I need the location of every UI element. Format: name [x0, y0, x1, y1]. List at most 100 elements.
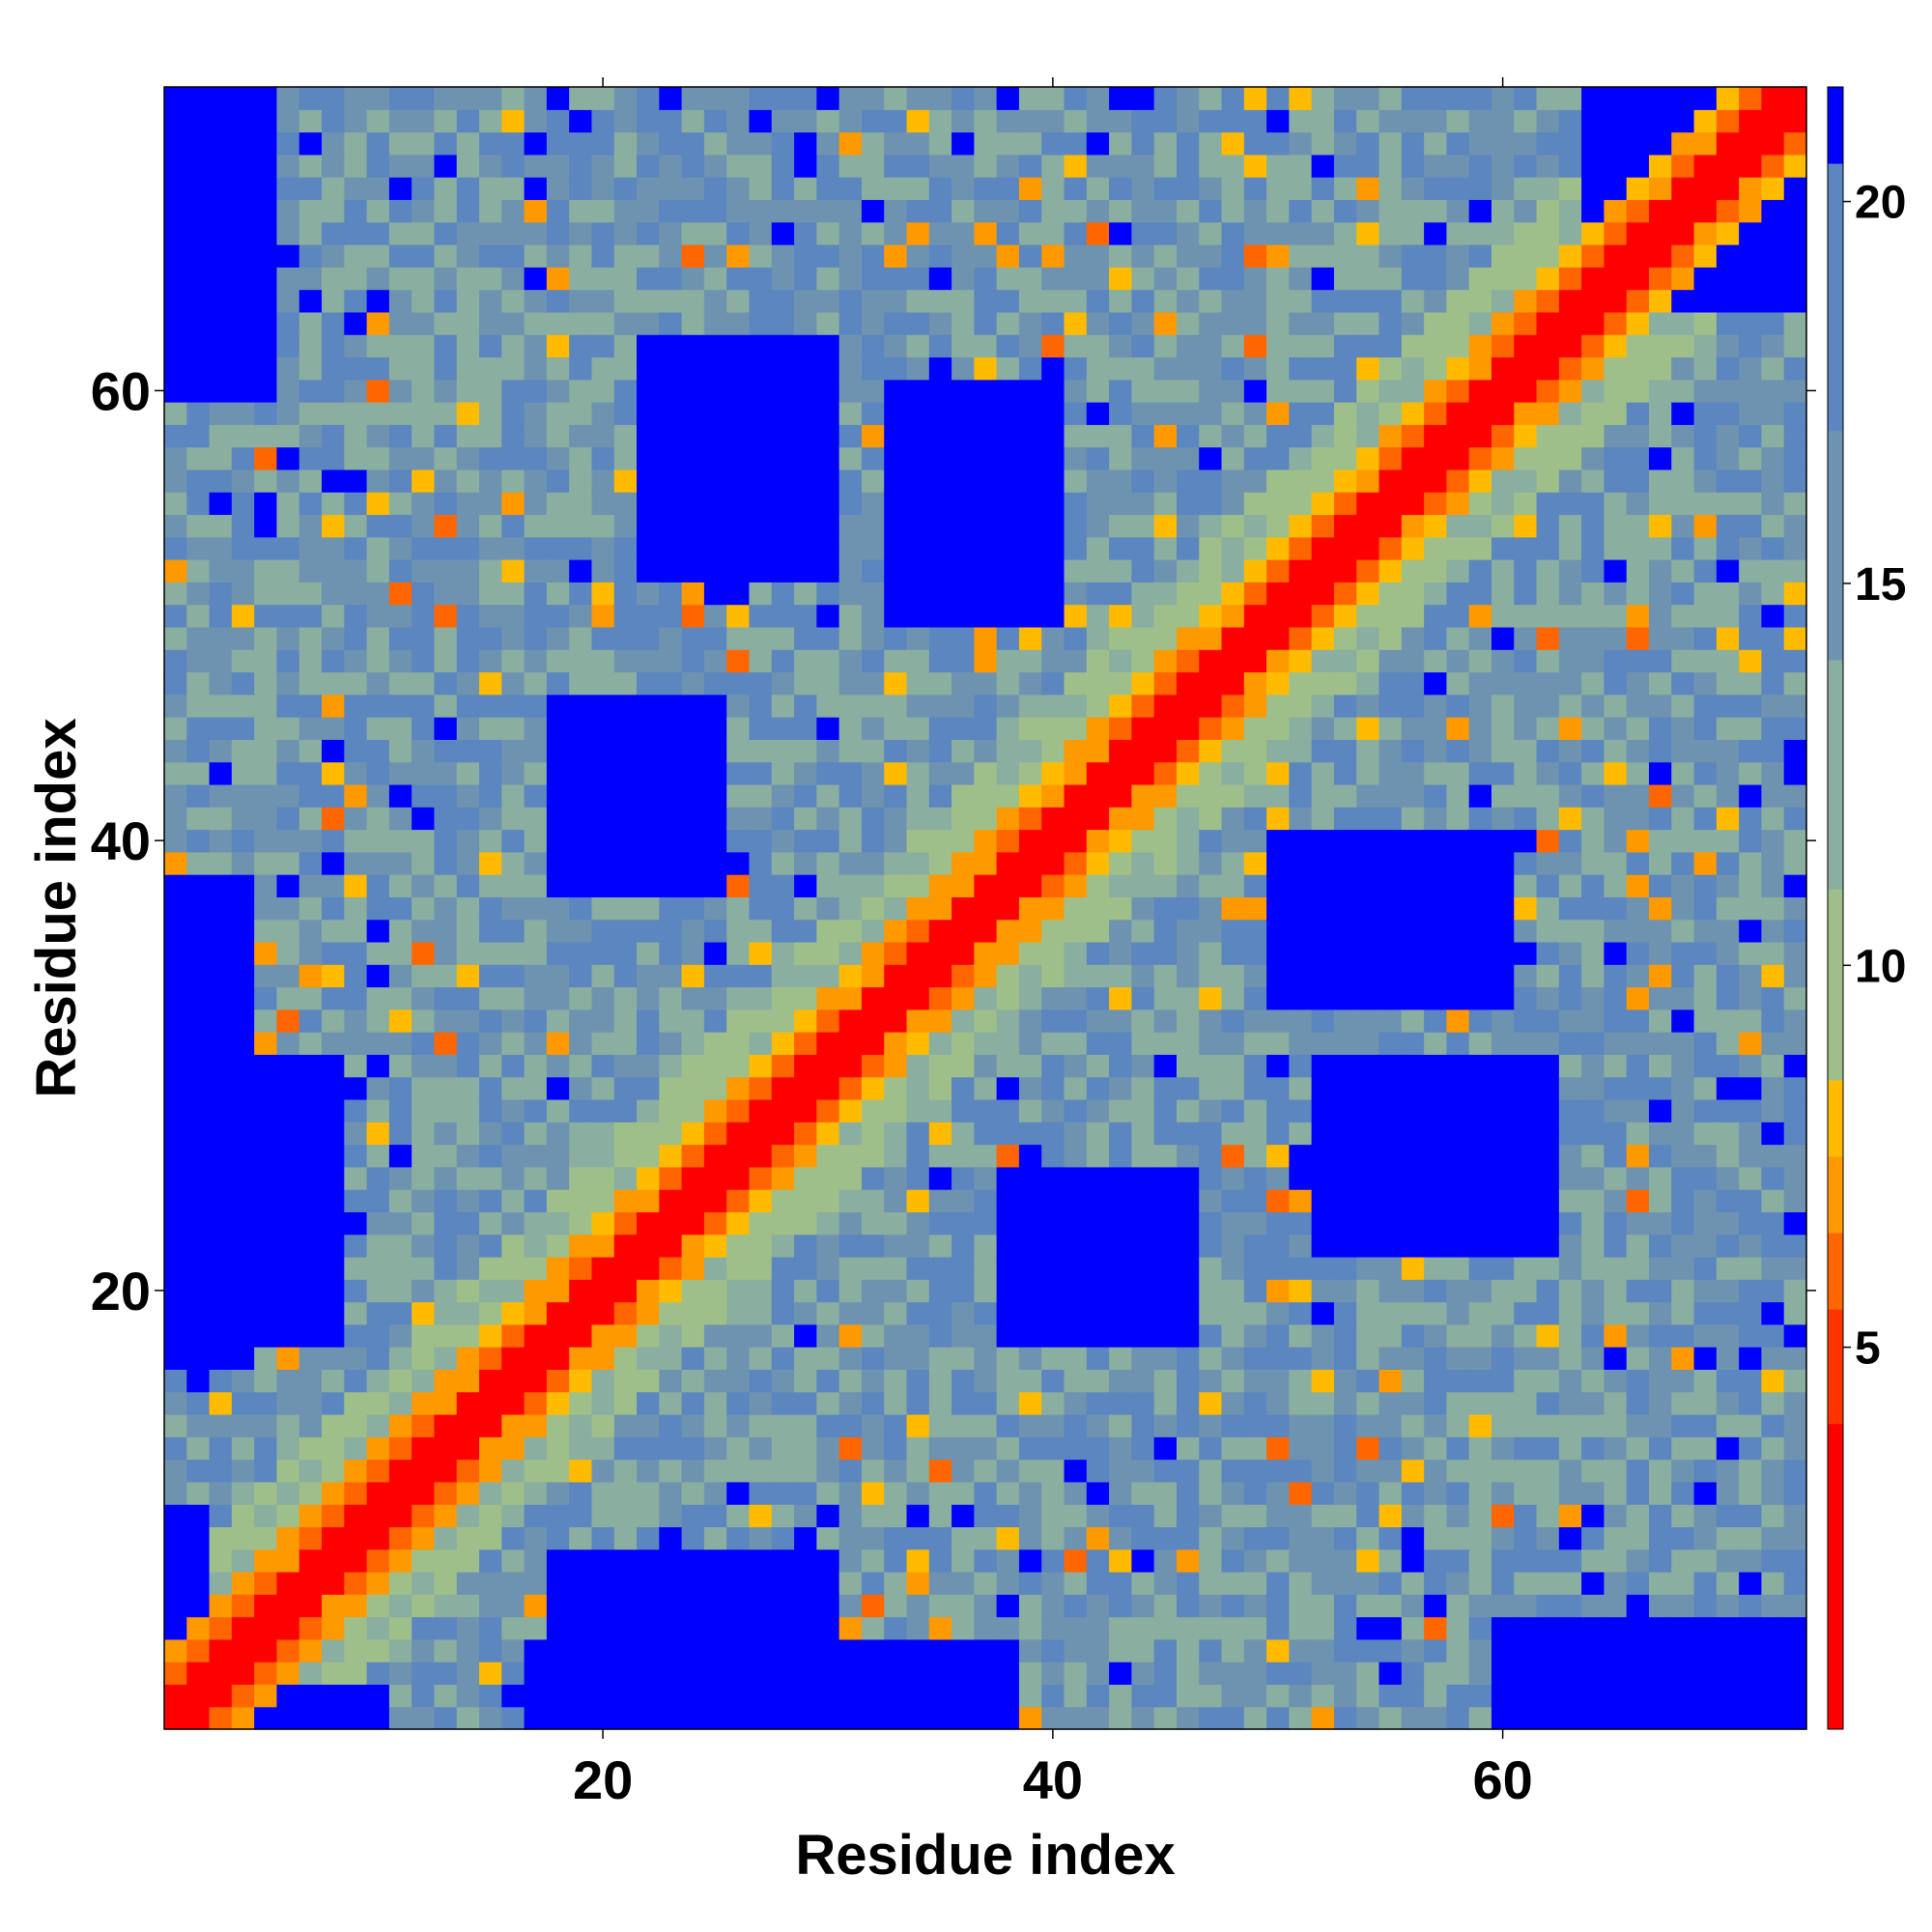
heatmap-cell — [524, 829, 548, 853]
heatmap-cell — [186, 154, 211, 178]
heatmap-cell — [1604, 1098, 1628, 1122]
heatmap-cell — [298, 1189, 323, 1212]
heatmap-cell — [1153, 807, 1178, 831]
heatmap-cell — [1199, 1684, 1223, 1708]
heatmap-cell — [1266, 941, 1290, 965]
heatmap-cell — [1468, 1347, 1492, 1370]
heatmap-cell — [209, 1706, 233, 1730]
heatmap-cell — [838, 1548, 863, 1573]
heatmap-cell — [928, 1211, 952, 1236]
heatmap-cell — [681, 604, 705, 628]
heatmap-cell — [1018, 1459, 1042, 1483]
heatmap-cell — [456, 1616, 480, 1640]
heatmap-cell — [1289, 1526, 1313, 1550]
heatmap-cell — [366, 1234, 390, 1258]
heatmap-cell — [1626, 1144, 1650, 1168]
heatmap-cell — [861, 492, 885, 516]
heatmap-cell — [1671, 87, 1695, 110]
heatmap-cell — [546, 874, 570, 897]
heatmap-cell — [344, 1211, 368, 1236]
heatmap-cell — [749, 1234, 773, 1258]
heatmap-cell — [1243, 739, 1267, 763]
heatmap-cell — [1401, 199, 1425, 223]
heatmap-cell — [591, 739, 615, 763]
heatmap-cell — [524, 356, 548, 381]
heatmap-cell — [276, 1594, 300, 1618]
heatmap-cell — [344, 492, 368, 516]
heatmap-cell — [1176, 1638, 1200, 1662]
heatmap-cell — [344, 267, 368, 291]
heatmap-cell — [1401, 131, 1425, 156]
heatmap-cell — [1558, 649, 1582, 673]
heatmap-cell — [164, 1638, 187, 1662]
heatmap-cell — [164, 1481, 187, 1505]
heatmap-cell — [1018, 379, 1042, 403]
heatmap-cell — [771, 941, 795, 965]
heatmap-cell — [1041, 717, 1065, 740]
heatmap-cell — [164, 1571, 187, 1595]
heatmap-cell — [1199, 1548, 1223, 1573]
heatmap-cell — [659, 1504, 683, 1528]
heatmap-cell — [1558, 986, 1582, 1010]
heatmap-cell — [928, 671, 952, 696]
heatmap-cell — [412, 1054, 436, 1078]
heatmap-cell — [388, 221, 412, 245]
heatmap-cell — [569, 941, 593, 965]
heatmap-cell — [1289, 87, 1313, 110]
heatmap-cell — [613, 131, 638, 156]
heatmap-cell — [1311, 896, 1335, 921]
heatmap-cell — [1041, 829, 1065, 853]
heatmap-cell — [861, 1098, 885, 1122]
heatmap-cell — [1424, 1144, 1447, 1168]
heatmap-cell — [1199, 626, 1223, 650]
heatmap-cell — [344, 1279, 368, 1303]
heatmap-cell — [816, 986, 840, 1010]
heatmap-cell — [479, 1098, 502, 1122]
heatmap-cell — [749, 311, 773, 335]
heatmap-cell — [1581, 582, 1605, 606]
heatmap-cell — [1018, 919, 1042, 943]
heatmap-cell — [1041, 1166, 1065, 1190]
heatmap-cell — [1131, 604, 1155, 628]
heatmap-cell — [794, 1459, 817, 1483]
heatmap-cell — [186, 761, 211, 785]
heatmap-cell — [1199, 1638, 1223, 1662]
heatmap-cell — [298, 446, 323, 470]
heatmap-cell — [928, 469, 952, 493]
heatmap-cell — [1356, 1662, 1380, 1686]
heatmap-cell — [524, 604, 548, 628]
heatmap-cell — [1424, 739, 1447, 763]
heatmap-cell — [591, 1054, 615, 1078]
heatmap-cell — [1648, 1054, 1672, 1078]
heatmap-cell — [1514, 807, 1538, 831]
heatmap-cell — [861, 1571, 885, 1595]
heatmap-cell — [1064, 717, 1088, 740]
heatmap-cell — [838, 1638, 863, 1662]
heatmap-cell — [952, 356, 975, 381]
heatmap-cell — [1018, 221, 1042, 245]
heatmap-cell — [546, 1122, 570, 1146]
heatmap-cell — [771, 1301, 795, 1325]
heatmap-cell — [322, 492, 345, 516]
heatmap-cell — [1626, 311, 1650, 335]
heatmap-cell — [1604, 356, 1628, 381]
heatmap-cell — [1243, 109, 1267, 133]
heatmap-cell — [1536, 1054, 1560, 1078]
heatmap-cell — [726, 1234, 751, 1258]
heatmap-cell — [996, 1369, 1020, 1393]
heatmap-cell — [1626, 559, 1650, 582]
heatmap-cell — [1153, 469, 1178, 493]
heatmap-cell — [591, 1706, 615, 1730]
heatmap-cell — [1558, 177, 1582, 201]
heatmap-cell — [816, 582, 840, 606]
heatmap-cell — [996, 559, 1020, 582]
heatmap-cell — [276, 1391, 300, 1415]
heatmap-cell — [771, 1481, 795, 1505]
heatmap-cell — [1514, 1279, 1538, 1303]
heatmap-cell — [1378, 896, 1403, 921]
heatmap-cell — [726, 221, 751, 245]
heatmap-cell — [479, 1481, 502, 1505]
heatmap-cell — [1604, 87, 1628, 110]
heatmap-cell — [412, 1032, 436, 1055]
heatmap-cell — [1581, 87, 1605, 110]
